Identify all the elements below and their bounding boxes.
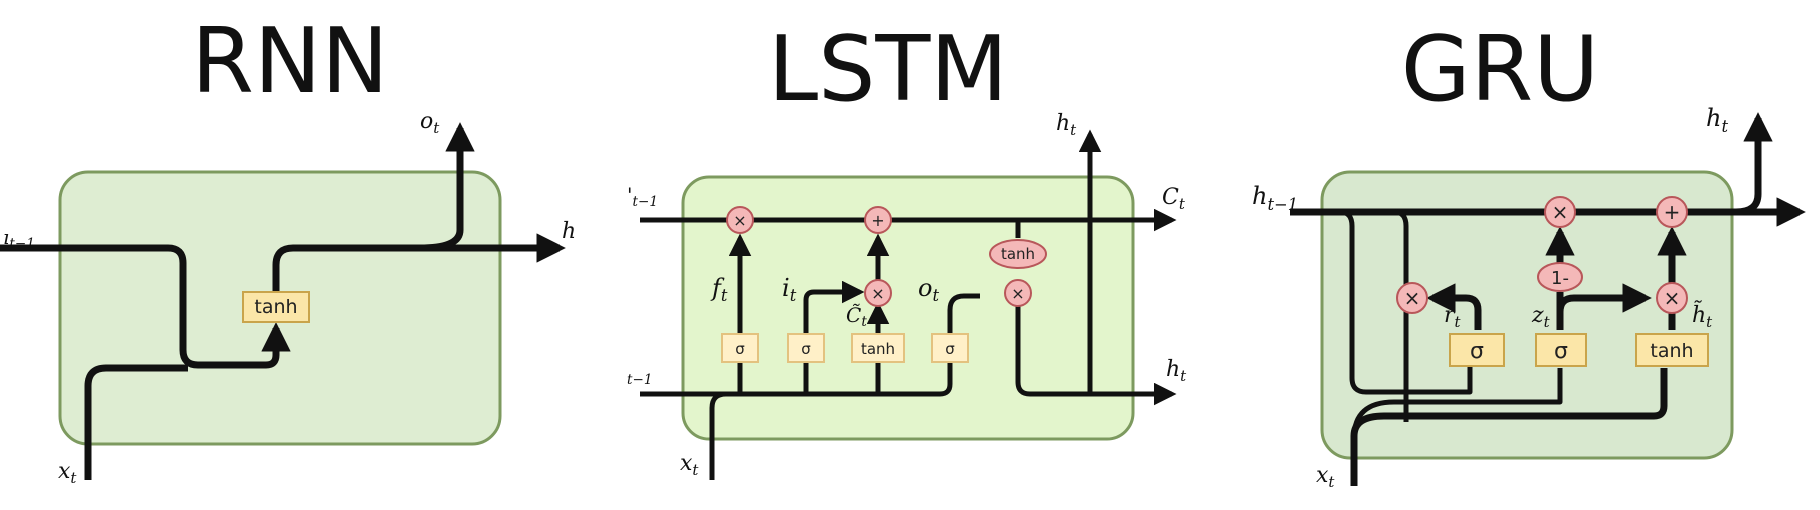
lstm-x-label: xt [680,451,699,479]
gru-add-label: + [1664,200,1681,224]
gru-z-label: zt [1531,303,1551,331]
gru-one-minus [1537,262,1583,292]
lstm-h-right-label: ht [1166,357,1187,385]
gru-candidate-gate-label: tanh [1650,340,1693,362]
gru-update-mult-label: × [1552,200,1569,224]
gru-update-gate-label: σ [1554,339,1568,364]
lstm-add-label: + [871,211,884,230]
lstm-input-mult [864,279,892,307]
gru-add [1656,196,1688,228]
lstm-input-mult-label: × [871,284,884,303]
gru-h-branch-1 [1339,209,1473,395]
gru-cell-panel [1320,170,1734,460]
lstm-input-gate-label: σ [801,340,811,358]
lstm-forget-gate [721,333,759,363]
lstm-input-gate [787,333,825,363]
lstm-output-gate [931,333,969,363]
rnn-x-label: xt [58,459,77,487]
gru-candidate-gate [1635,333,1709,367]
lstm-o-label: ot [918,274,939,305]
gru-x-label: xt [1316,463,1335,491]
gru-cand-mult-label: × [1664,286,1681,310]
lstm-h-prev-label: t−1 [627,372,653,388]
rnn-h-prev-line [0,244,291,369]
gru-h-out-label: ht [1706,104,1728,136]
gru-h-out-line [1735,112,1773,216]
gru-one-minus-label: 1- [1551,268,1569,289]
gru-h-prev-label: ht−1 [1252,182,1298,214]
rnn-diagram: RNN tanh ıt−1 h ot xt [0,9,576,487]
rnn-h-out-label: h [562,219,576,244]
rnn-h-out-line [272,233,566,292]
lstm-forget-mult [726,206,754,234]
lstm-h-top-label: ht [1056,111,1077,139]
gru-update-gate [1535,333,1587,367]
rnn-o-line [419,122,475,252]
lstm-title: LSTM [768,17,1008,122]
lstm-c-tilde-label: C̃t [846,303,867,330]
rnn-title: RNN [191,9,388,114]
lstm-diagram: LSTM × + × × tanh σ σ ta [627,17,1187,480]
gru-x-branch [1351,368,1563,439]
rnn-tanh-label: tanh [254,296,297,318]
gru-z-to-cand [1556,283,1652,313]
gru-title: GRU [1401,17,1599,122]
lstm-tanh-op [989,239,1047,269]
lstm-c-prev-label: 't−1 [627,183,658,210]
lstm-forget-gate-label: σ [735,340,745,358]
lstm-h-out-path [1015,306,1177,406]
gru-h-tilde-label: h̃t [1692,301,1713,331]
gru-cand-mult [1656,282,1688,314]
rnn-tanh-gate [242,291,310,323]
gru-reset-mult [1396,282,1428,314]
lstm-output-mult [1004,279,1032,307]
gru-diagram: GRU × × + 1- × σ σ [1252,17,1806,491]
gru-reset-gate [1449,333,1505,367]
lstm-output-mult-label: × [1011,284,1024,303]
gru-h-branch-2 [1393,209,1409,422]
gru-reset-mult-label: × [1404,286,1421,310]
lstm-output-gate-label: σ [945,340,955,358]
gru-reset-gate-label: σ [1470,339,1484,364]
lstm-forget-mult-label: × [733,211,746,230]
rnn-x-line [84,364,188,480]
lstm-i-label: it [782,274,797,305]
gru-r-path [1426,283,1482,330]
gru-update-mult [1544,196,1576,228]
lstm-i-path [803,280,865,394]
gru-r-label: rt [1444,303,1462,331]
lstm-x-line [709,391,727,480]
lstm-candidate-gate [851,333,905,363]
lstm-c-out-label: Ct [1162,185,1186,213]
lstm-add [864,206,892,234]
lstm-candidate-gate-label: tanh [861,340,895,358]
rnn-o-label: ot [420,109,440,137]
lstm-tanh-op-label: tanh [1001,245,1035,263]
rnn-h-prev-label: ıt−1 [3,225,35,252]
